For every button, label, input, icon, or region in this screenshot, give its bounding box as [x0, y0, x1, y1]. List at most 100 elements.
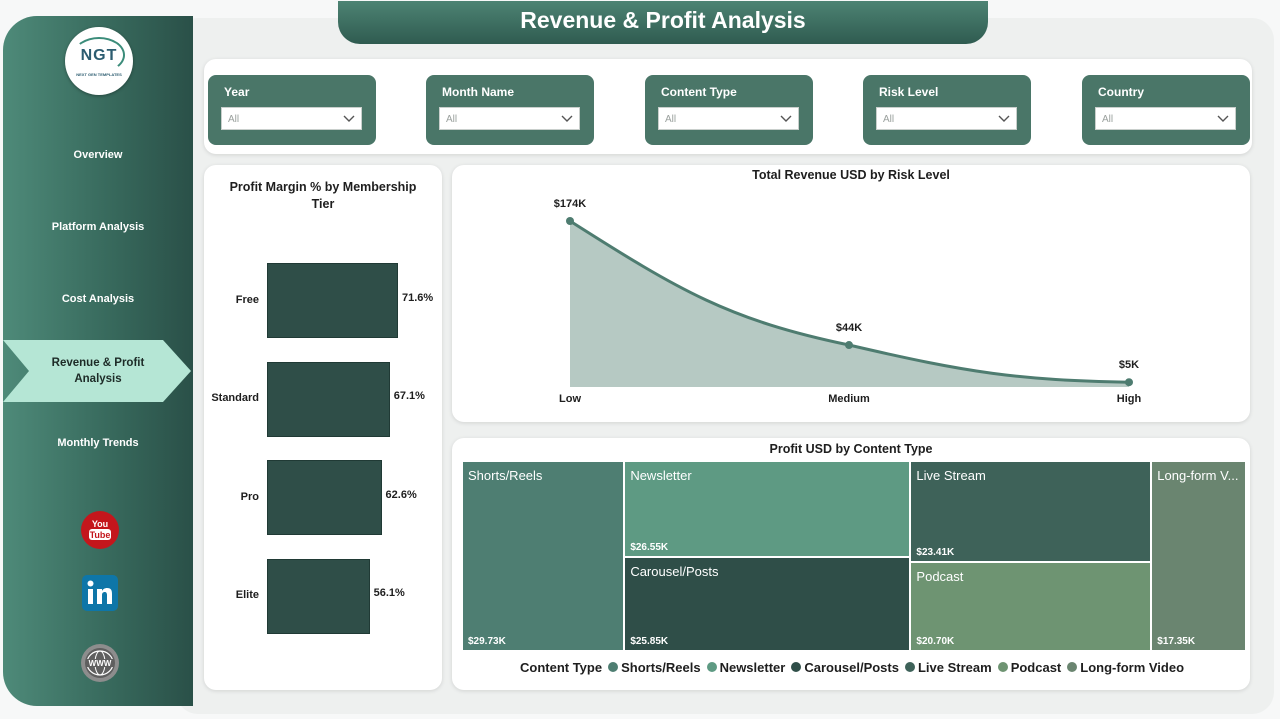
treemap-legend-items: Shorts/Reels Newsletter Carousel/Posts Live… — [608, 660, 1184, 675]
bar-standard[interactable] — [267, 361, 390, 437]
bar-category-label: Free — [235, 293, 259, 306]
bar-category-label: Standard — [211, 392, 259, 404]
treemap-tile[interactable]: Podcast $20.70K — [910, 561, 1152, 651]
filter-risk-level-dropdown[interactable]: All — [876, 107, 1017, 130]
revenue-x-tick-label: Medium — [828, 393, 870, 405]
nav-item-revenue-profit-analysis[interactable]: Revenue & Profit Analysis — [3, 340, 191, 402]
filter-content-type: Content Type All — [645, 75, 813, 145]
legend-dot-icon — [608, 662, 619, 672]
bar-category-label: Elite — [235, 589, 259, 601]
treemap-tile-name: Live Stream — [916, 468, 986, 483]
profit-content-chart-title: Profit USD by Content Type — [769, 442, 933, 456]
revenue-x-tick-label: Low — [559, 393, 581, 405]
nav-item-monthly-trends[interactable]: Monthly Trends — [57, 437, 139, 449]
bar-value-label: 67.1% — [393, 390, 425, 402]
revenue-data-label: $5K — [1119, 359, 1139, 371]
filter-month-name-dropdown[interactable]: All — [439, 107, 580, 130]
filter-country-dropdown[interactable]: All — [1095, 107, 1236, 130]
nav-item-platform-analysis[interactable]: Platform Analysis — [51, 221, 145, 233]
nav-item-overview[interactable]: Overview — [73, 149, 123, 161]
legend-item[interactable]: Carousel/Posts — [791, 660, 899, 675]
filter-content-type-label: Content Type — [661, 85, 737, 99]
revenue-risk-chart-title: Total Revenue USD by Risk Level — [752, 168, 950, 182]
page-title: Revenue & Profit Analysis — [520, 7, 806, 33]
treemap-legend-title: Content Type — [520, 659, 603, 675]
linkedin-icon[interactable] — [80, 573, 120, 613]
profit-margin-bars: Free 71.6% Standard 67.1% Pro 62.6% Elite 56.1% — [204, 165, 442, 690]
filter-month-name-label: Month Name — [442, 85, 514, 99]
profit-content-treemap: Shorts/Reels $29.73K Newsletter $26.55K Caro… — [462, 461, 1246, 651]
legend-item[interactable]: Long-form Video — [1067, 660, 1184, 675]
treemap-tile-name: Newsletter — [630, 468, 692, 483]
revenue-data-label: $174K — [554, 198, 586, 210]
legend-item-label: Carousel/Posts — [804, 659, 899, 675]
bar-value-label: 56.1% — [373, 587, 405, 599]
filter-content-type-dropdown[interactable]: All — [658, 107, 799, 130]
svg-text:You: You — [92, 519, 108, 529]
nav-active-label-line1: Revenue & Profit — [51, 357, 145, 369]
nav-item-cost-analysis[interactable]: Cost Analysis — [61, 293, 135, 305]
profit-margin-title-line2: Tier — [311, 197, 335, 211]
logo-arc-icon — [73, 37, 125, 73]
treemap-tile[interactable]: Live Stream $23.41K — [910, 461, 1152, 562]
profit-margin-card: Profit Margin % by Membership Tier Free 7… — [204, 165, 442, 690]
logo: NGT NEXT GEN TEMPLATES — [65, 27, 133, 95]
revenue-data-label: $44K — [836, 322, 862, 334]
legend-dot-icon — [706, 662, 717, 672]
logo-subtext: NEXT GEN TEMPLATES — [76, 72, 122, 77]
treemap-tile-name: Podcast — [916, 568, 964, 584]
page-title-bar: Revenue & Profit Analysis — [338, 1, 988, 44]
filter-year-value: All — [228, 114, 240, 125]
svg-text:Tube: Tube — [90, 530, 111, 540]
youtube-icon[interactable]: You Tube — [80, 510, 120, 550]
legend-item[interactable]: Podcast — [997, 660, 1061, 675]
bar-elite[interactable] — [267, 558, 370, 634]
legend-dot-icon — [997, 662, 1008, 672]
treemap-tile-value: $25.85K — [630, 635, 669, 647]
revenue-area-fill — [570, 221, 1129, 387]
treemap-tile[interactable]: Shorts/Reels $29.73K — [462, 461, 625, 651]
filter-year-label: Year — [224, 85, 250, 99]
revenue-point-medium[interactable] — [845, 341, 853, 350]
filter-risk-level-label: Risk Level — [879, 85, 939, 99]
legend-item[interactable]: Shorts/Reels — [608, 659, 701, 675]
revenue-point-high[interactable] — [1125, 378, 1133, 387]
bar-pro[interactable] — [267, 460, 382, 535]
revenue-risk-card: Total Revenue USD by Risk Level $174K Low… — [452, 165, 1250, 422]
treemap-legend: Content Type Shorts/Reels Newsletter Carou… — [520, 659, 1184, 675]
treemap-tile[interactable]: Carousel/Posts $25.85K — [624, 557, 911, 651]
filter-year-dropdown[interactable]: All — [221, 107, 362, 130]
legend-item-label: Shorts/Reels — [621, 659, 701, 675]
filter-month-name: Month Name All — [426, 75, 594, 145]
treemap-tile-value: $26.55K — [630, 542, 669, 554]
filter-country-label: Country — [1098, 85, 1144, 99]
svg-text:WWW: WWW — [89, 659, 112, 668]
bar-free[interactable] — [267, 263, 398, 338]
treemap-tile-value: $23.41K — [916, 546, 955, 558]
treemap-tile-name: Long-form V... — [1157, 468, 1239, 483]
nav-active-label: Revenue & Profit Analysis — [25, 355, 171, 387]
legend-dot-icon — [904, 662, 915, 672]
filter-month-name-value: All — [446, 114, 458, 125]
revenue-x-tick-label: High — [1117, 393, 1142, 405]
revenue-risk-chart: $174K Low $44K Medium $5K High — [554, 198, 1142, 405]
legend-dot-icon — [791, 662, 802, 672]
treemap-tile-value: $20.70K — [916, 635, 955, 647]
treemap-tile[interactable]: Long-form V... $17.35K — [1151, 461, 1246, 651]
legend-item[interactable]: Newsletter — [706, 660, 785, 675]
logo-text: NGT — [80, 47, 118, 64]
treemap-tile-name: Shorts/Reels — [468, 468, 543, 483]
filter-content-type-value: All — [665, 114, 677, 125]
revenue-point-low[interactable] — [566, 217, 574, 225]
chevron-down-icon — [998, 115, 1010, 122]
treemap-tile[interactable]: Newsletter $26.55K — [624, 461, 911, 558]
bar-value-label: 71.6% — [402, 291, 434, 304]
legend-dot-icon — [1067, 662, 1078, 672]
bar-category-label: Pro — [240, 490, 259, 503]
legend-item[interactable]: Live Stream — [904, 660, 992, 675]
chevron-down-icon — [561, 115, 573, 122]
web-icon[interactable]: WWW — [80, 643, 120, 683]
filter-country-value: All — [1102, 114, 1114, 125]
nav-active-label-line2: Analysis — [74, 373, 122, 385]
